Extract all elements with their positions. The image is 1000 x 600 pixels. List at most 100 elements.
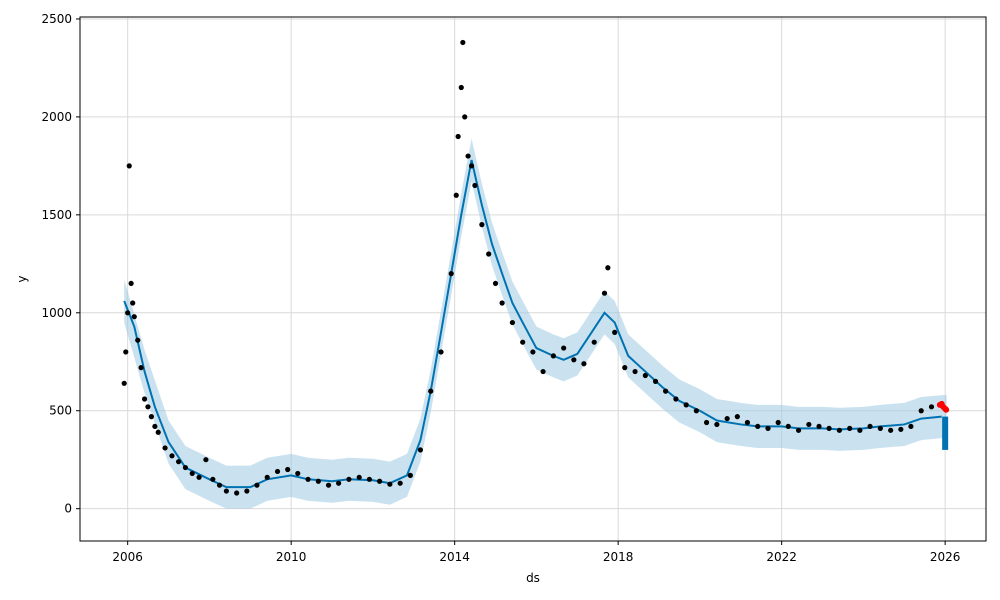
observed-point bbox=[336, 480, 342, 486]
observed-point bbox=[499, 300, 505, 306]
observed-point bbox=[550, 353, 556, 359]
observed-point bbox=[908, 423, 914, 430]
observed-point bbox=[448, 271, 454, 277]
observed-point bbox=[857, 427, 863, 433]
observed-point bbox=[642, 372, 648, 379]
observed-point bbox=[455, 133, 461, 140]
y-tick-label: 0 bbox=[64, 502, 72, 516]
observed-point bbox=[155, 429, 161, 435]
observed-point bbox=[612, 329, 618, 335]
x-tick-label: 2014 bbox=[439, 550, 470, 564]
observed-point bbox=[683, 402, 689, 408]
observed-point bbox=[734, 414, 740, 420]
observed-point bbox=[189, 470, 195, 477]
x-tick-label: 2018 bbox=[603, 550, 634, 564]
observed-point bbox=[254, 482, 260, 488]
observed-point bbox=[622, 365, 628, 371]
observed-point bbox=[131, 314, 137, 320]
observed-point bbox=[366, 476, 372, 482]
observed-point bbox=[632, 368, 638, 375]
observed-point bbox=[315, 478, 321, 484]
observed-point bbox=[162, 445, 168, 451]
observed-point bbox=[663, 388, 669, 394]
observed-point bbox=[703, 419, 710, 426]
observed-point bbox=[561, 345, 567, 351]
observed-point bbox=[128, 280, 134, 287]
observed-point bbox=[148, 414, 154, 420]
forecast-spike bbox=[942, 416, 949, 450]
observed-point bbox=[387, 481, 393, 487]
observed-point bbox=[295, 470, 301, 477]
observed-point bbox=[244, 488, 250, 494]
observed-point bbox=[123, 349, 129, 355]
observed-point bbox=[465, 153, 471, 159]
observed-point bbox=[460, 39, 466, 46]
y-tick-label: 500 bbox=[49, 404, 72, 418]
observed-point bbox=[274, 468, 281, 475]
observed-point bbox=[509, 319, 516, 326]
observed-point bbox=[486, 251, 492, 257]
observed-point bbox=[867, 423, 873, 430]
observed-point bbox=[724, 415, 730, 422]
y-tick-label: 2500 bbox=[41, 12, 72, 26]
observed-point bbox=[234, 490, 240, 496]
observed-point bbox=[216, 482, 223, 488]
observed-point bbox=[877, 425, 883, 431]
observed-point bbox=[407, 472, 413, 478]
observed-point bbox=[765, 425, 771, 431]
observed-point bbox=[540, 368, 546, 375]
observed-point bbox=[836, 427, 843, 433]
observed-point bbox=[121, 380, 127, 386]
observed-point bbox=[135, 337, 141, 343]
observed-point bbox=[376, 478, 383, 484]
observed-point bbox=[130, 300, 136, 306]
observed-point bbox=[203, 457, 209, 463]
observed-point bbox=[152, 423, 158, 430]
observed-point bbox=[468, 163, 475, 169]
observed-point bbox=[453, 192, 459, 198]
observed-point bbox=[305, 476, 311, 482]
observed-point bbox=[755, 423, 761, 430]
observed-point bbox=[138, 365, 144, 371]
observed-point bbox=[356, 474, 362, 480]
observed-point bbox=[591, 339, 597, 345]
y-tick-label: 1000 bbox=[41, 306, 72, 320]
observed-point bbox=[571, 357, 577, 363]
observed-point bbox=[693, 408, 699, 414]
observed-point bbox=[264, 474, 270, 480]
plot-area bbox=[80, 17, 986, 541]
observed-point bbox=[325, 482, 332, 488]
observed-point bbox=[918, 408, 924, 414]
observed-point bbox=[785, 423, 791, 430]
observed-point bbox=[223, 488, 229, 494]
observed-point bbox=[806, 421, 812, 428]
observed-point bbox=[479, 222, 485, 228]
observed-point bbox=[601, 290, 608, 296]
observed-point bbox=[462, 114, 468, 120]
observed-point bbox=[472, 182, 478, 189]
observed-point bbox=[141, 396, 148, 402]
observed-point bbox=[847, 425, 853, 431]
observed-point bbox=[145, 404, 151, 410]
observed-point bbox=[581, 361, 587, 367]
observed-point bbox=[125, 310, 131, 316]
observed-point bbox=[458, 84, 464, 91]
observed-point bbox=[605, 265, 611, 271]
observed-point bbox=[652, 378, 659, 384]
recent-point bbox=[943, 406, 950, 413]
observed-point bbox=[175, 459, 182, 465]
y-tick-label: 1500 bbox=[41, 208, 72, 222]
observed-point bbox=[898, 426, 904, 432]
observed-point bbox=[492, 280, 499, 287]
x-axis-label: ds bbox=[526, 571, 540, 585]
observed-point bbox=[346, 476, 352, 482]
observed-point bbox=[285, 466, 291, 473]
observed-point bbox=[417, 447, 424, 453]
y-tick-label: 2000 bbox=[41, 110, 72, 124]
uncertainty-band bbox=[124, 138, 947, 509]
observed-point bbox=[196, 474, 202, 480]
x-tick-label: 2006 bbox=[112, 550, 143, 564]
observed-point bbox=[520, 339, 526, 345]
x-tick-label: 2010 bbox=[276, 550, 307, 564]
